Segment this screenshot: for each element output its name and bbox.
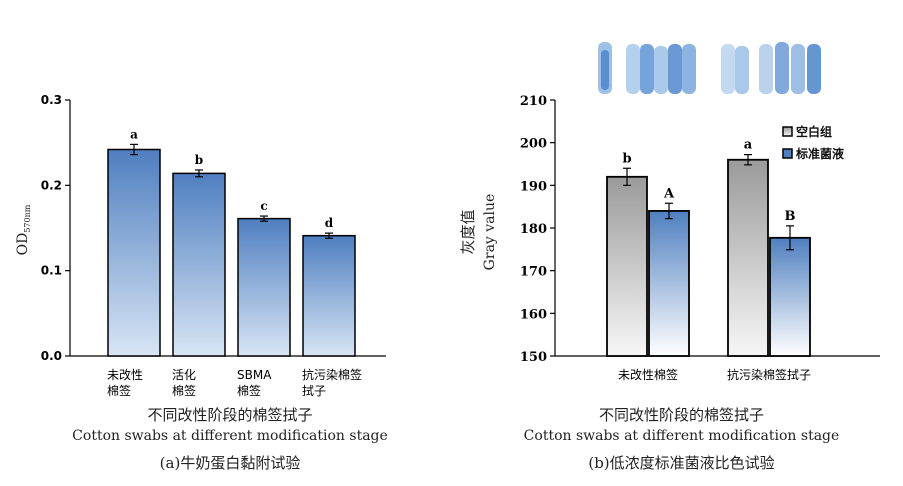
chart-a-x-label-en: Cotton swabs at different modification s…	[72, 428, 388, 444]
chart-b-x-label-cn: 不同改性阶段的棉签拭子	[598, 406, 764, 424]
chart-a-significance-letter: c	[260, 199, 267, 213]
chart-a-y-tick-label: 0.2	[41, 178, 62, 192]
chart-a-error-bar	[130, 143, 138, 156]
chart-a-category-label: 拭子	[302, 384, 326, 398]
chart-b-error-bar	[786, 225, 794, 251]
chart-b-significance-letter: b	[622, 151, 631, 166]
chart-a-category-label: 棉签	[237, 383, 261, 398]
chart-a-significance-letter: d	[325, 216, 334, 230]
chart-b-y-tick-label: 150	[520, 350, 547, 365]
chart-a-y-tick-label: 0.1	[41, 264, 62, 278]
chart-b-y-tick-label: 200	[520, 137, 547, 152]
chart-b-y-label-en: Gray value	[482, 194, 498, 271]
legend-swatch-blank	[782, 126, 793, 137]
chart-a-bar	[172, 172, 226, 357]
chart-a-y-tick-label: 0.3	[41, 93, 62, 107]
chart-a-significance-letter: a	[130, 127, 138, 141]
chart-b-bar	[648, 210, 690, 357]
swab-photo-strip	[598, 42, 821, 94]
chart-a-error-bar	[260, 215, 268, 222]
chart-b-y-tick-label: 210	[520, 94, 547, 109]
legend-label-blank: 空白组	[796, 124, 832, 139]
legend-label-standard: 标准菌液	[795, 146, 844, 161]
chart-a-bar	[107, 148, 161, 357]
chart-b-category-label: 抗污染棉签拭子	[727, 367, 811, 382]
chart-b-x-label-en: Cotton swabs at different modification s…	[523, 428, 840, 444]
chart-b-caption: (b)低浓度标准菌液比色试验	[588, 454, 775, 472]
chart-b-legend: 空白组 标准菌液	[782, 124, 844, 161]
chart-b-significance-letter: B	[785, 209, 796, 224]
chart-a-x-label-cn: 不同改性阶段的棉签拭子	[147, 406, 313, 424]
chart-b-y-tick-label: 190	[520, 179, 547, 194]
chart-b-error-bar	[744, 154, 752, 166]
chart-b-bar	[606, 175, 648, 357]
chart-a-bar	[302, 234, 356, 357]
legend-swatch-standard	[782, 148, 793, 159]
chart-b-significance-letter: A	[663, 186, 675, 201]
chart-a-error-bar	[195, 169, 203, 178]
chart-b-error-bar	[623, 167, 631, 186]
chart-b-category-label: 未改性棉签	[618, 367, 678, 382]
chart-a-category-label: 抗污染棉签	[302, 367, 362, 382]
chart-a-category-label: 活化	[172, 368, 196, 382]
chart-b-significance-letter: a	[744, 138, 753, 153]
chart-a-error-bar	[325, 232, 333, 239]
chart-a-category-label: 棉签	[172, 383, 196, 398]
chart-b-y-tick-label: 170	[520, 265, 547, 280]
chart-a-category-label: 未改性	[107, 368, 143, 382]
chart-b-y-label-cn: 灰度值	[459, 209, 477, 254]
chart-a-category-label: SBMA	[237, 368, 272, 382]
chart-a-y-tick-label: 0.0	[41, 349, 62, 363]
chart-b-error-bar	[665, 202, 673, 220]
chart-a-category-label: 棉签	[107, 383, 131, 398]
chart-a-significance-letter: b	[195, 153, 203, 167]
chart-b-y-tick-label: 160	[520, 307, 547, 322]
chart-b-bar	[727, 158, 769, 357]
chart-a-caption: (a)牛奶蛋白黏附试验	[159, 454, 301, 472]
chart-b-bar	[769, 236, 811, 357]
chart-a-y-label: OD570nm	[15, 204, 32, 255]
chart-a-bar	[237, 217, 291, 357]
chart-b-y-tick-label: 180	[520, 222, 547, 237]
